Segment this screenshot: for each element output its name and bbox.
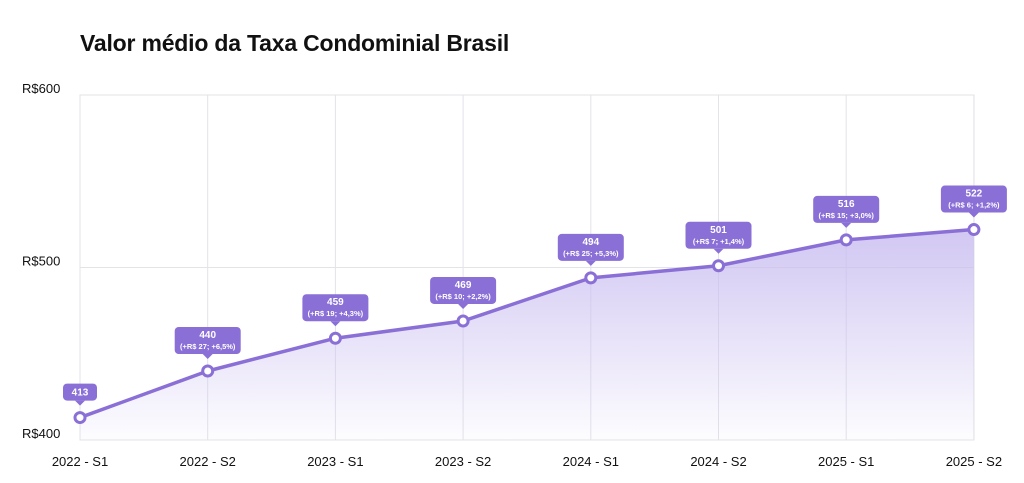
data-label-value: 459 bbox=[327, 297, 344, 308]
x-tick-label: 2022 - S2 bbox=[180, 454, 236, 469]
data-label: 440(+R$ 27; +6,5%) bbox=[174, 327, 241, 359]
y-tick-label: R$600 bbox=[22, 81, 60, 96]
data-label-value: 469 bbox=[455, 280, 472, 291]
data-label-box bbox=[174, 327, 241, 354]
data-label: 501(+R$ 7; +1,4%) bbox=[685, 221, 752, 254]
data-label-change: (+R$ 6; +1,2%) bbox=[948, 201, 1000, 210]
data-label-change: (+R$ 19; +4,3%) bbox=[308, 309, 364, 318]
data-label-pointer bbox=[202, 354, 213, 359]
data-label-box bbox=[940, 185, 1007, 213]
data-point bbox=[73, 411, 87, 425]
data-label-change: (+R$ 7; +1,4%) bbox=[693, 237, 745, 246]
data-label-value: 516 bbox=[838, 199, 855, 210]
series-line bbox=[78, 227, 976, 420]
data-label: 469(+R$ 10; +2,2%) bbox=[430, 276, 497, 309]
data-label: 413 bbox=[63, 383, 97, 406]
data-label-box bbox=[430, 276, 497, 304]
chart-title: Valor médio da Taxa Condominial Brasil bbox=[80, 30, 510, 56]
data-label-change: (+R$ 25; +5,3%) bbox=[563, 249, 619, 258]
data-label-pointer bbox=[841, 222, 852, 228]
data-label-box bbox=[557, 233, 624, 261]
data-label-pointer bbox=[713, 248, 724, 254]
data-label-pointer bbox=[585, 260, 596, 266]
data-label-box bbox=[685, 221, 752, 249]
data-point bbox=[456, 314, 470, 328]
data-label-box bbox=[302, 294, 369, 322]
data-label-change: (+R$ 15; +3,0%) bbox=[818, 211, 874, 220]
data-label: 494(+R$ 25; +5,3%) bbox=[557, 233, 624, 266]
data-label-value: 440 bbox=[199, 330, 216, 341]
x-tick-label: 2023 - S2 bbox=[435, 454, 491, 469]
data-label-box bbox=[63, 383, 97, 401]
x-tick-label: 2022 - S1 bbox=[52, 454, 108, 469]
data-label-change: (+R$ 27; +6,5%) bbox=[180, 342, 236, 351]
x-tick-label: 2025 - S2 bbox=[946, 454, 1002, 469]
data-label-value: 522 bbox=[966, 189, 983, 200]
x-tick-label: 2024 - S1 bbox=[563, 454, 619, 469]
data-label: 522(+R$ 6; +1,2%) bbox=[940, 185, 1007, 218]
y-tick-label: R$400 bbox=[22, 426, 60, 441]
data-label-pointer bbox=[968, 212, 979, 218]
data-label-pointer bbox=[75, 400, 85, 406]
data-point bbox=[328, 331, 342, 345]
data-label-value: 501 bbox=[710, 225, 727, 236]
y-tick-label: R$500 bbox=[22, 254, 60, 269]
x-tick-label: 2023 - S1 bbox=[307, 454, 363, 469]
data-label-box bbox=[813, 195, 880, 223]
data-label: 516(+R$ 15; +3,0%) bbox=[813, 195, 880, 228]
data-label-value: 494 bbox=[582, 237, 599, 248]
x-tick-label: 2024 - S2 bbox=[690, 454, 746, 469]
data-label-pointer bbox=[330, 321, 341, 327]
data-point bbox=[967, 223, 981, 237]
x-tick-label: 2025 - S1 bbox=[818, 454, 874, 469]
data-point bbox=[201, 364, 215, 378]
data-point bbox=[839, 233, 853, 247]
data-point bbox=[584, 271, 598, 285]
data-label-change: (+R$ 10; +2,2%) bbox=[435, 292, 491, 301]
data-label: 459(+R$ 19; +4,3%) bbox=[302, 294, 369, 327]
data-label-value: 413 bbox=[72, 388, 89, 399]
series-area bbox=[80, 229, 974, 440]
data-point bbox=[712, 259, 725, 273]
data-label-pointer bbox=[458, 303, 469, 309]
